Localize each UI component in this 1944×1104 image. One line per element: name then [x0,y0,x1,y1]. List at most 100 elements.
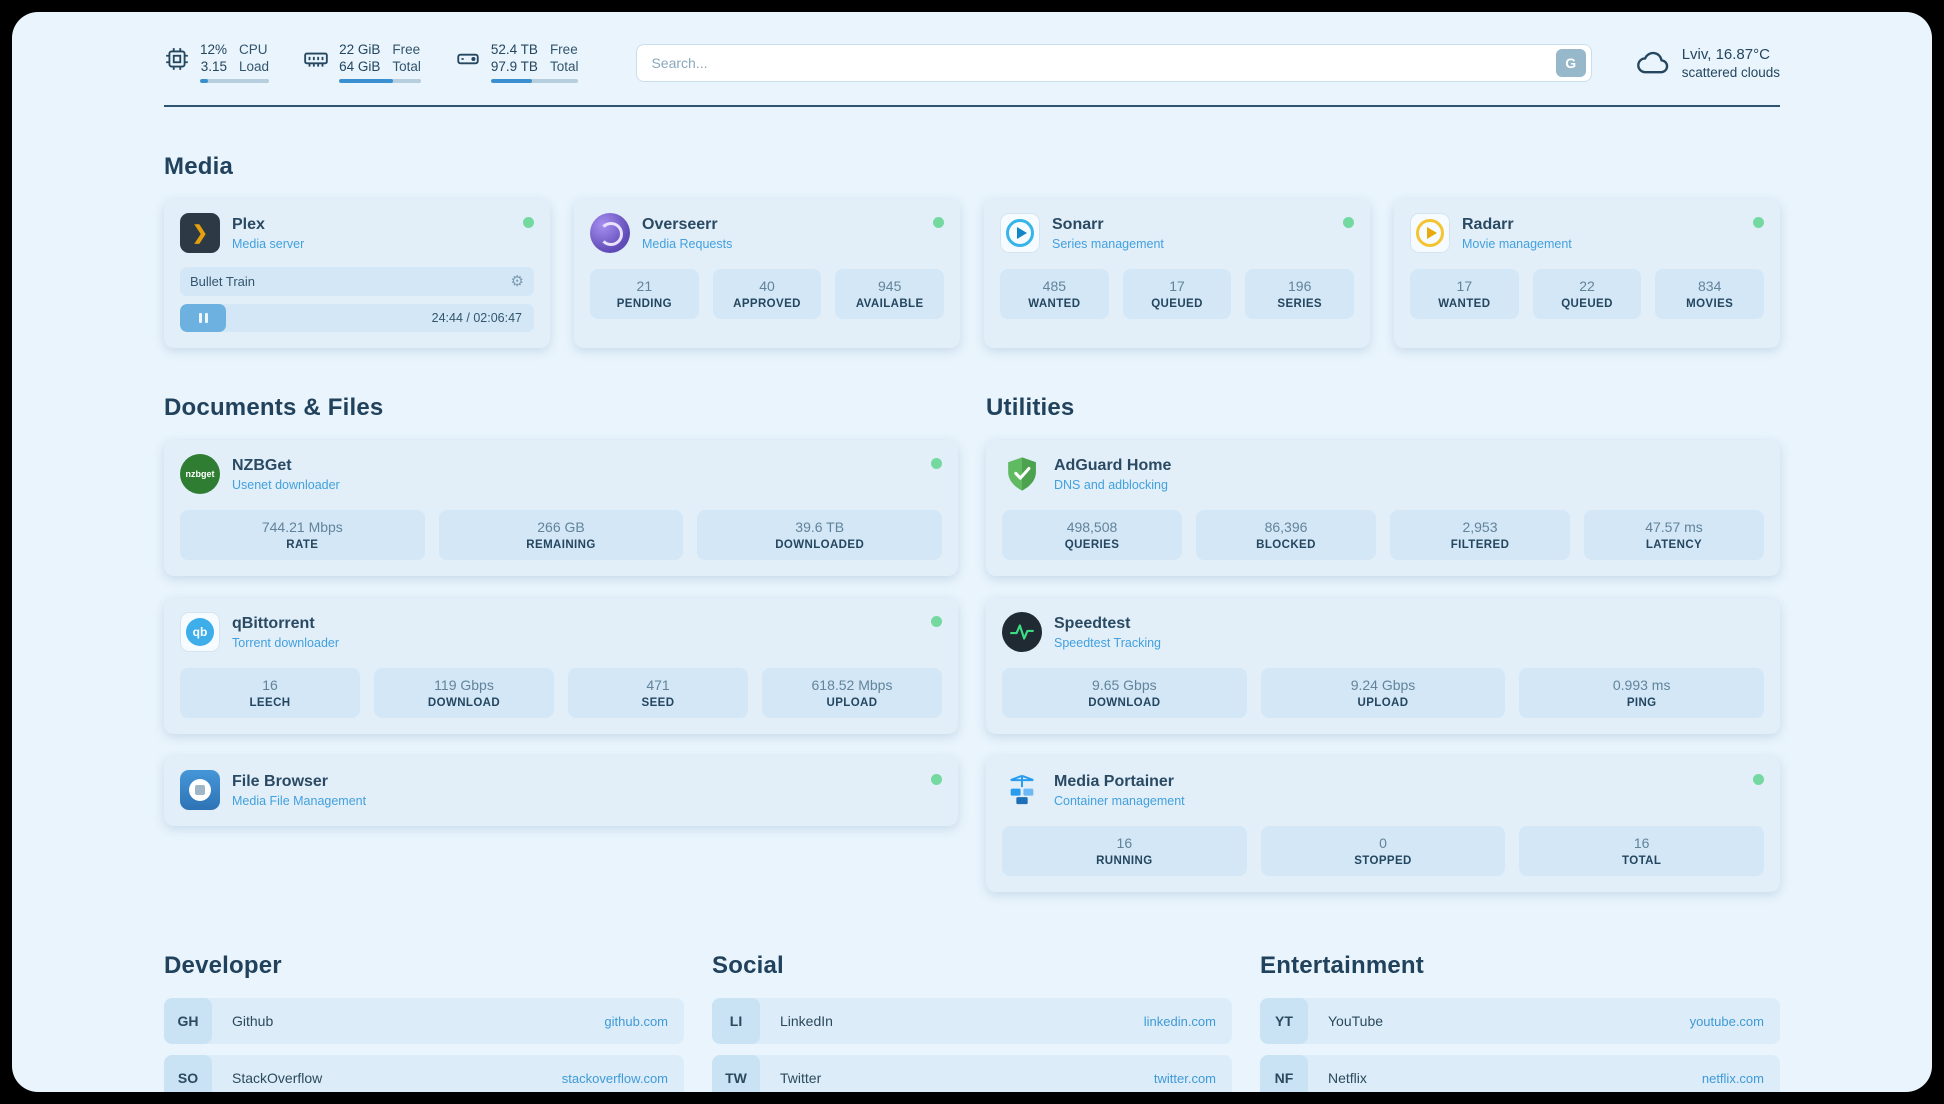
service-name: Radarr [1462,215,1514,233]
link-stackoverflow[interactable]: SO StackOverflow stackoverflow.com [164,1055,684,1092]
link-netflix[interactable]: NF Netflix netflix.com [1260,1055,1780,1092]
weather-condition: scattered clouds [1681,64,1780,80]
service-subtitle: DNS and adblocking [1054,477,1168,492]
link-url[interactable]: stackoverflow.com [561,1070,668,1086]
service-name: AdGuard Home [1054,456,1172,474]
card-adguard[interactable]: AdGuard Home DNS and adblocking 498,508 Q… [986,440,1780,576]
disk-free-label: Free [549,42,578,57]
ram-free-label: Free [392,42,421,57]
stat-box: 471 SEED [568,668,748,718]
section-title-media: Media [164,153,234,180]
link-url[interactable]: netflix.com [1701,1070,1764,1086]
stat-box: 196 SERIES [1245,269,1355,319]
entertainment-column: Entertainment YT YouTube youtube.com NF … [1260,932,1780,1092]
link-name: Twitter [780,1070,822,1086]
ram-free-value: 22 GiB [339,42,381,57]
stat-box: 119 Gbps DOWNLOAD [374,668,554,718]
link-abbr-badge: LI [712,998,760,1044]
service-subtitle: Series management [1052,236,1164,251]
disk-free-value: 52.4 TB [490,42,538,57]
card-plex[interactable]: ❯ Plex Media server Bullet Train ⚙ 24:44… [164,199,550,348]
stat-box: 40 APPROVED [712,269,822,319]
card-nzbget[interactable]: nzbget NZBGet Usenet downloader 744.21 M… [164,440,958,576]
plex-now-playing: Bullet Train ⚙ [180,267,534,296]
card-radarr[interactable]: Radarr Movie management 17 WANTED 22 QUEUE… [1394,199,1780,348]
stat-box: 266 GB REMAINING [438,510,684,560]
stat-box: 744.21 Mbps RATE [180,510,425,560]
stat-box: 0.993 ms PING [1519,668,1765,718]
link-linkedin[interactable]: LI LinkedIn linkedin.com [712,998,1232,1044]
status-dot [931,458,942,469]
card-overseerr[interactable]: Overseerr Media Requests 21 PENDING 40 APP… [574,199,960,348]
qbittorrent-icon: qb [180,612,220,652]
ram-progress-bar [339,79,421,83]
service-name: qBittorrent [232,614,315,632]
link-abbr-badge: YT [1260,998,1308,1044]
media-card-row: ❯ Plex Media server Bullet Train ⚙ 24:44… [164,199,1780,348]
service-subtitle: Container management [1054,793,1185,808]
topbar-divider [164,105,1780,107]
search-input[interactable] [651,54,1556,71]
card-qbittorrent[interactable]: qb qBittorrent Torrent downloader 16 LEEC… [164,598,958,734]
link-youtube[interactable]: YT YouTube youtube.com [1260,998,1780,1044]
status-dot [933,217,944,228]
weather-widget[interactable]: Lviv, 16.87°C scattered clouds [1636,46,1780,80]
cpu-load-label: Load [239,59,270,74]
link-url[interactable]: github.com [604,1013,668,1029]
gear-icon[interactable]: ⚙ [510,273,524,290]
stat-box: 16 LEECH [180,668,360,718]
card-portainer[interactable]: Media Portainer Container management 16 R… [986,756,1780,892]
overseerr-icon [590,213,630,253]
stat-box: 9.65 Gbps DOWNLOAD [1002,668,1247,718]
link-abbr-badge: GH [164,998,212,1044]
stat-box: 2,953 FILTERED [1390,510,1570,560]
link-abbr-badge: TW [712,1055,760,1092]
sonarr-icon [1000,213,1040,253]
documents-column: Documents & Files nzbget NZBGet Usenet d… [164,348,958,848]
link-url[interactable]: youtube.com [1689,1013,1764,1029]
status-dot [523,217,534,228]
nzbget-icon: nzbget [180,454,220,494]
ram-monitor: 22 GiB Free 64 GiB Total [303,42,421,83]
search-bar: G [636,43,1592,82]
service-name: Speedtest [1054,614,1131,632]
plex-icon: ❯ [180,213,220,253]
service-subtitle: Movie management [1462,236,1572,251]
cloud-icon [1636,51,1668,73]
link-name: StackOverflow [232,1070,323,1086]
stat-box: 498,508 QUERIES [1002,510,1182,560]
ram-total-label: Total [392,59,421,74]
status-dot [1753,774,1764,785]
link-url[interactable]: linkedin.com [1143,1013,1216,1029]
utilities-column: Utilities AdGuard Home DNS and adblockin… [986,348,1780,914]
link-twitter[interactable]: TW Twitter twitter.com [712,1055,1232,1092]
link-name: Netflix [1328,1070,1367,1086]
cpu-label: CPU [239,42,268,57]
playback-progress-fill [180,304,227,332]
disk-icon [457,53,479,65]
card-sonarr[interactable]: Sonarr Series management 485 WANTED 17 QUE… [984,199,1370,348]
status-dot [1343,217,1354,228]
card-speedtest[interactable]: Speedtest Speedtest Tracking 9.65 Gbps DO… [986,598,1780,734]
developer-column: Developer GH Github github.com SO StackO… [164,932,684,1092]
pause-icon [198,313,202,323]
card-filebrowser[interactable]: File Browser Media File Management [164,756,958,826]
plex-playback-progress: 24:44 / 02:06:47 [180,304,534,332]
section-title-documents: Documents & Files [164,394,384,421]
search-engine-button[interactable]: G [1555,48,1586,77]
stat-box: 834 MOVIES [1655,269,1765,319]
link-url[interactable]: twitter.com [1153,1070,1216,1086]
radarr-icon [1410,213,1450,253]
stat-box: 86,396 BLOCKED [1196,510,1376,560]
cpu-progress-bar [200,79,270,83]
link-github[interactable]: GH Github github.com [164,998,684,1044]
disk-progress-bar [490,79,579,83]
service-subtitle: Media server [232,236,305,251]
stat-box: 618.52 Mbps UPLOAD [762,668,942,718]
service-subtitle: Usenet downloader [232,477,340,492]
disk-total-value: 97.9 TB [490,59,538,74]
cpu-percent: 12% [200,42,228,57]
stat-box: 16 RUNNING [1002,826,1247,876]
playback-time: 24:44 / 02:06:47 [431,311,522,325]
ram-icon [304,52,328,67]
